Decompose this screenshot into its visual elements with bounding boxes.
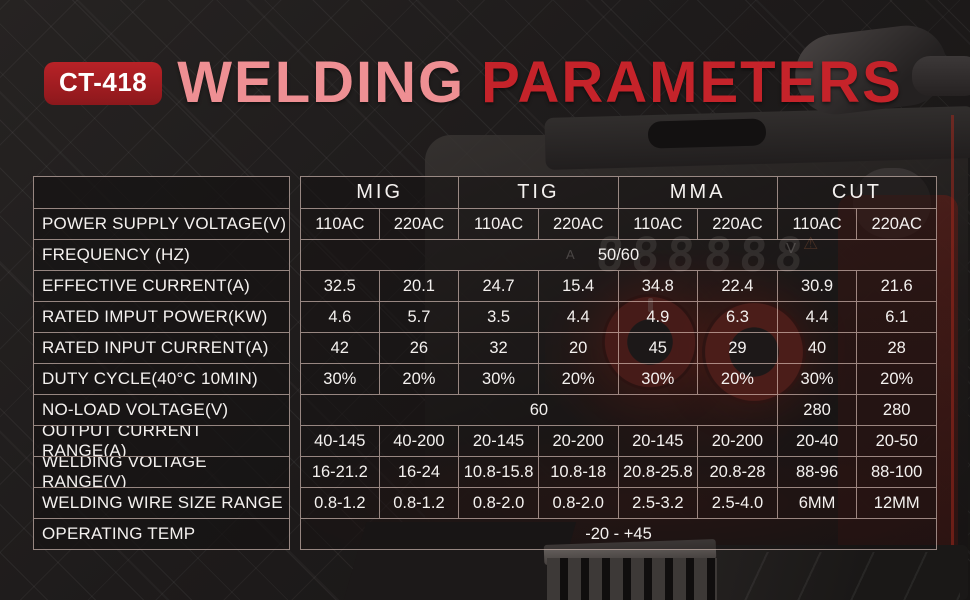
spec-value-cell: 280 xyxy=(777,395,858,426)
spec-value-cell: 110AC xyxy=(618,209,699,240)
spec-value-cell: 20% xyxy=(538,364,619,395)
spec-value-cell: 42 xyxy=(300,333,380,364)
spec-value-cell: 29 xyxy=(698,333,778,364)
spec-value-cell: 20-145 xyxy=(618,426,699,457)
spec-value-cell: 4.4 xyxy=(538,302,619,333)
spec-row-label: POWER SUPPLY VOLTAGE(V) xyxy=(33,209,290,240)
spec-value-cell: -20 - +45 xyxy=(300,519,937,550)
spec-value-cell: 30% xyxy=(300,364,380,395)
spec-row-label: WELDING VOLTAGE RANGE(V) xyxy=(33,457,290,488)
spec-table: MIG TIG MMA CUT POWER SUPPLY VOLTAGE(V) 110AC… xyxy=(33,176,937,550)
spec-value-cell: 4.9 xyxy=(618,302,699,333)
spec-value-cell: 20-145 xyxy=(459,426,539,457)
machine-top-handle-bar xyxy=(544,106,970,170)
spec-value-cell: 10.8-15.8 xyxy=(459,457,539,488)
spec-value-cell: 220AC xyxy=(857,209,937,240)
spec-value-cell: 2.5-3.2 xyxy=(618,488,699,519)
spec-value-cell: 50/60 xyxy=(300,240,937,271)
spec-value-cell: 88-96 xyxy=(777,457,858,488)
spec-row-label: WELDING WIRE SIZE RANGE xyxy=(33,488,290,519)
spec-value-cell: 30.9 xyxy=(777,271,858,302)
spec-row-label: RATED IMPUT POWER(KW) xyxy=(33,302,290,333)
machine-base-streaks xyxy=(610,552,960,600)
spec-row-label: NO-LOAD VOLTAGE(V) xyxy=(33,395,290,426)
spec-value-cell: 30% xyxy=(459,364,539,395)
page-title-primary: WELDING xyxy=(177,50,466,115)
spec-value-cell: 220AC xyxy=(538,209,619,240)
process-group-header: CUT xyxy=(777,176,937,209)
spec-value-cell: 88-100 xyxy=(857,457,937,488)
welding-torch-cable xyxy=(912,56,970,96)
spec-value-cell: 4.6 xyxy=(300,302,380,333)
model-badge: CT-418 xyxy=(44,61,163,105)
spec-value-cell: 20% xyxy=(698,364,778,395)
spec-row-label: DUTY CYCLE(40°C 10MIN) xyxy=(33,364,290,395)
spec-row-label: RATED INPUT CURRENT(A) xyxy=(33,333,290,364)
spec-row-label: OPERATING TEMP xyxy=(33,519,290,550)
spec-value-cell: 20 xyxy=(538,333,619,364)
spec-value-cell: 110AC xyxy=(300,209,380,240)
spec-value-cell: 5.7 xyxy=(379,302,460,333)
spec-value-cell: 4.4 xyxy=(777,302,858,333)
spec-value-cell: 40-145 xyxy=(300,426,380,457)
spec-value-cell: 30% xyxy=(618,364,699,395)
spec-value-cell: 34.8 xyxy=(618,271,699,302)
page-title: WELDING PARAMETERS xyxy=(177,54,903,112)
spec-value-cell: 32.5 xyxy=(300,271,380,302)
vent-grille-slats xyxy=(547,558,717,600)
spec-value-cell: 22.4 xyxy=(698,271,778,302)
spec-value-cell: 0.8-2.0 xyxy=(538,488,619,519)
spec-value-cell: 280 xyxy=(857,395,937,426)
spec-value-cell: 26 xyxy=(379,333,460,364)
spec-value-cell: 60 xyxy=(300,395,778,426)
spec-value-cell: 220AC xyxy=(379,209,460,240)
spec-value-cell: 24.7 xyxy=(459,271,539,302)
machine-base xyxy=(700,545,968,600)
spec-label-header-empty xyxy=(33,176,290,209)
machine-handle-cutout xyxy=(647,118,767,149)
spec-value-cell: 110AC xyxy=(777,209,858,240)
spec-value-cell: 20.8-25.8 xyxy=(618,457,699,488)
spec-value-cell: 20-200 xyxy=(698,426,778,457)
spec-row-label: EFFECTIVE CURRENT(A) xyxy=(33,271,290,302)
spec-value-cell: 2.5-4.0 xyxy=(698,488,778,519)
spec-value-cell: 20.1 xyxy=(379,271,460,302)
spec-value-cell: 20-40 xyxy=(777,426,858,457)
spec-value-cell: 3.5 xyxy=(459,302,539,333)
spec-value-cell: 20% xyxy=(857,364,937,395)
spec-value-cell: 0.8-2.0 xyxy=(459,488,539,519)
spec-value-cell: 0.8-1.2 xyxy=(300,488,380,519)
process-group-header: MMA xyxy=(618,176,778,209)
spec-value-cell: 40-200 xyxy=(379,426,460,457)
spec-value-cell: 6.1 xyxy=(857,302,937,333)
spec-value-cell: 220AC xyxy=(698,209,778,240)
spec-value-cell: 28 xyxy=(857,333,937,364)
spec-value-cell: 0.8-1.2 xyxy=(379,488,460,519)
spec-row-label: OUTPUT CURRENT RANGE(A) xyxy=(33,426,290,457)
process-group-header: MIG xyxy=(300,176,460,209)
spec-value-cell: 40 xyxy=(777,333,858,364)
spec-value-cell: 20.8-28 xyxy=(698,457,778,488)
spec-value-cell: 21.6 xyxy=(857,271,937,302)
spec-value-cell: 45 xyxy=(618,333,699,364)
spec-value-cell: 32 xyxy=(459,333,539,364)
process-group-header: TIG xyxy=(459,176,619,209)
page-title-secondary: PARAMETERS xyxy=(481,50,903,115)
page-header: CT-418 WELDING PARAMETERS xyxy=(44,54,903,112)
spec-value-cell: 20-50 xyxy=(857,426,937,457)
machine-red-edge xyxy=(951,115,954,585)
spec-value-cell: 20-200 xyxy=(538,426,619,457)
spec-value-cell: 16-21.2 xyxy=(300,457,380,488)
spec-value-cell: 12MM xyxy=(857,488,937,519)
spec-row-label: FREQUENCY (HZ) xyxy=(33,240,290,271)
spec-value-cell: 20% xyxy=(379,364,460,395)
spec-value-cell: 15.4 xyxy=(538,271,619,302)
spec-value-cell: 10.8-18 xyxy=(538,457,619,488)
spec-value-cell: 30% xyxy=(777,364,858,395)
spec-value-cell: 110AC xyxy=(459,209,539,240)
spec-value-cell: 6.3 xyxy=(698,302,778,333)
spec-value-cell: 6MM xyxy=(777,488,858,519)
spec-value-cell: 16-24 xyxy=(379,457,460,488)
